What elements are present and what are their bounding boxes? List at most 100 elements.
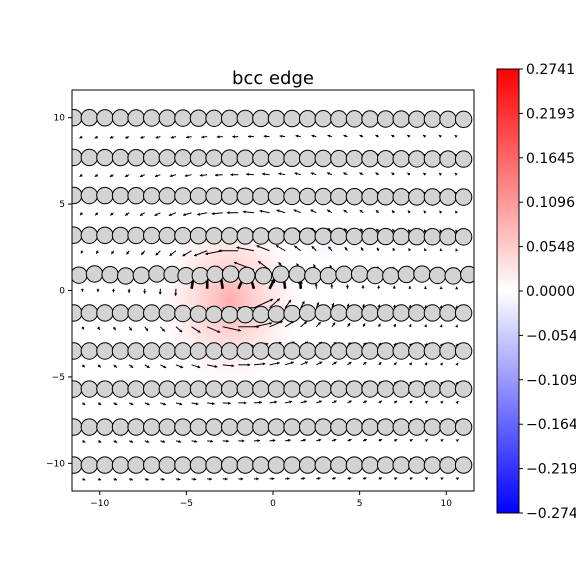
arrow-head bbox=[79, 173, 83, 177]
atom bbox=[205, 109, 223, 127]
atom bbox=[267, 380, 286, 398]
atom bbox=[423, 380, 442, 398]
arrow-head bbox=[439, 286, 443, 290]
arrow-head bbox=[304, 400, 307, 404]
atom bbox=[298, 342, 317, 360]
atom bbox=[454, 228, 473, 246]
arrow-head bbox=[214, 364, 218, 368]
arrow-head bbox=[114, 439, 118, 443]
atom bbox=[454, 342, 473, 360]
atom bbox=[298, 380, 317, 398]
arrow-head bbox=[179, 329, 183, 333]
arrow-head bbox=[327, 172, 331, 176]
atom bbox=[267, 418, 286, 436]
atom bbox=[220, 380, 239, 398]
atom bbox=[252, 227, 270, 245]
arrow-head bbox=[279, 134, 283, 138]
atom bbox=[335, 265, 353, 283]
atom bbox=[205, 418, 223, 436]
atom bbox=[252, 109, 270, 128]
arrow-head bbox=[179, 402, 183, 406]
arrow-head bbox=[211, 212, 215, 216]
atom bbox=[413, 265, 431, 283]
arrow-head bbox=[194, 253, 198, 257]
atom bbox=[267, 149, 286, 167]
arrow-head bbox=[327, 134, 331, 138]
arrow-head bbox=[391, 210, 395, 214]
atom bbox=[454, 380, 473, 398]
arrow-head bbox=[109, 174, 113, 177]
y-axis: −10 −5 0 5 10 bbox=[46, 114, 72, 469]
arrow-head bbox=[146, 365, 150, 368]
arrow-head bbox=[318, 400, 322, 404]
atom bbox=[174, 187, 192, 205]
arrow-head bbox=[455, 286, 459, 290]
arrow-head bbox=[140, 135, 144, 139]
atom bbox=[158, 226, 177, 245]
atom bbox=[314, 342, 332, 360]
atom bbox=[143, 342, 161, 360]
atom bbox=[174, 149, 192, 167]
arrow-head bbox=[130, 402, 134, 406]
arrow-head bbox=[163, 365, 167, 369]
atom bbox=[361, 380, 379, 398]
arrow-head bbox=[241, 439, 245, 443]
colorbar-tick-label: 0.0000 bbox=[526, 284, 575, 300]
atom bbox=[298, 227, 317, 245]
arrow-head bbox=[377, 323, 381, 327]
arrow-head bbox=[439, 172, 443, 176]
arrow-head bbox=[376, 247, 380, 251]
arrow-head bbox=[394, 439, 398, 442]
arrow-head bbox=[378, 400, 382, 404]
arrow-head bbox=[393, 323, 396, 327]
atom bbox=[143, 380, 161, 398]
arrow-head bbox=[246, 172, 249, 176]
arrow-head bbox=[170, 135, 174, 139]
atom bbox=[236, 418, 254, 436]
atom bbox=[376, 456, 395, 474]
atom bbox=[158, 380, 177, 398]
arrow-head bbox=[348, 400, 352, 404]
arrow-head bbox=[391, 172, 395, 176]
arrow-head bbox=[303, 321, 307, 325]
atom bbox=[111, 304, 130, 322]
arrow-head bbox=[332, 322, 336, 326]
arrow-head bbox=[317, 477, 321, 481]
atom bbox=[283, 418, 301, 436]
atom bbox=[439, 380, 457, 398]
atom bbox=[158, 342, 177, 360]
arrow-head bbox=[333, 438, 337, 442]
atom bbox=[205, 380, 223, 398]
atom bbox=[254, 267, 273, 285]
atom bbox=[174, 304, 192, 323]
atom bbox=[376, 188, 395, 206]
atom bbox=[72, 304, 83, 322]
arrow-head bbox=[96, 289, 100, 293]
y-tick-label: 0 bbox=[59, 287, 65, 297]
atom bbox=[392, 342, 410, 360]
arrow-head bbox=[348, 438, 352, 442]
arrow-head bbox=[424, 401, 428, 404]
arrow-head bbox=[276, 209, 280, 213]
arrow-head bbox=[161, 328, 165, 332]
atom bbox=[72, 148, 83, 167]
arrow-head bbox=[275, 245, 279, 249]
atom bbox=[283, 304, 301, 323]
atom bbox=[236, 149, 254, 167]
atom bbox=[460, 265, 474, 284]
atoms bbox=[72, 108, 474, 474]
arrow-head bbox=[376, 228, 380, 232]
arrow-head bbox=[289, 400, 293, 404]
atom bbox=[111, 148, 130, 167]
colorbar: 0.2741 0.2193 0.1645 0.1096 0.0548 0.0000 −0.0… bbox=[496, 62, 576, 522]
atom bbox=[96, 186, 114, 205]
atom bbox=[80, 304, 99, 322]
atom bbox=[191, 267, 210, 285]
atom bbox=[111, 109, 130, 127]
atom bbox=[205, 342, 223, 360]
arrow-head bbox=[195, 402, 199, 406]
arrow-head bbox=[125, 212, 129, 216]
atom bbox=[330, 187, 348, 206]
arrow-head bbox=[327, 228, 331, 232]
arrow-head bbox=[361, 304, 365, 308]
